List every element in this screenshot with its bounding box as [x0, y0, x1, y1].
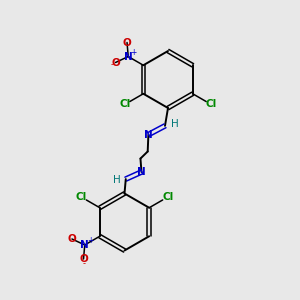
Text: H: H: [171, 119, 178, 129]
Text: -: -: [111, 60, 114, 69]
Text: +: +: [130, 48, 137, 57]
Text: Cl: Cl: [76, 192, 87, 202]
Text: N: N: [137, 167, 146, 177]
Text: +: +: [87, 236, 93, 245]
Text: Cl: Cl: [206, 99, 217, 110]
Text: Cl: Cl: [162, 192, 173, 202]
Text: O: O: [111, 58, 120, 68]
Text: Cl: Cl: [119, 99, 130, 110]
Text: O: O: [123, 38, 131, 47]
Text: N: N: [144, 130, 153, 140]
Text: N: N: [80, 240, 89, 250]
Text: H: H: [113, 175, 121, 185]
Text: -: -: [83, 259, 86, 268]
Text: O: O: [68, 234, 76, 244]
Text: N: N: [124, 52, 133, 61]
Text: O: O: [79, 254, 88, 264]
